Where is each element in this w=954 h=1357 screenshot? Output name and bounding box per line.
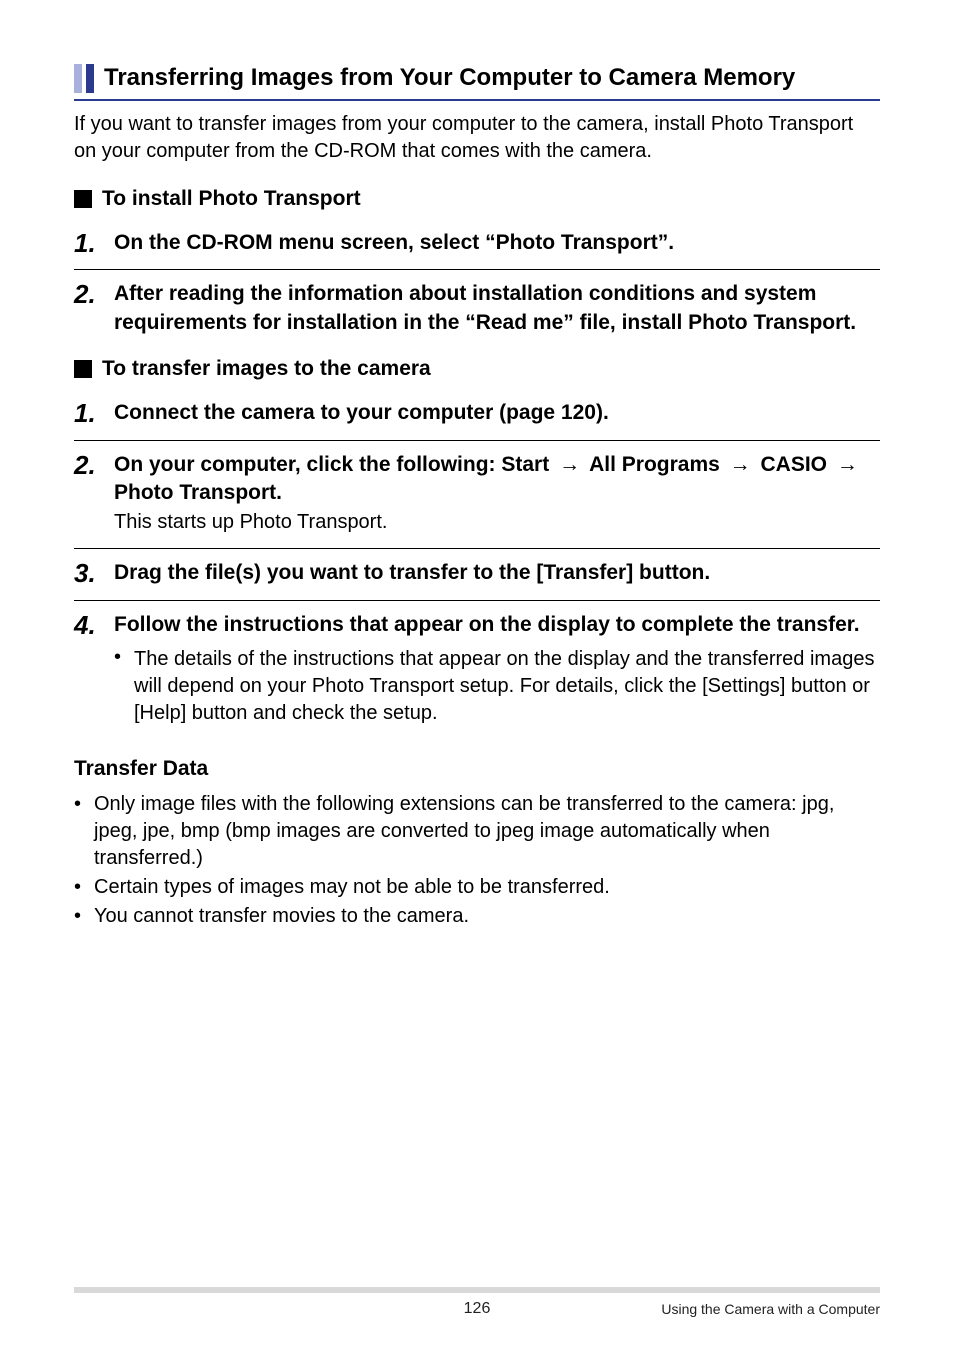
square-bullet-icon [74, 360, 92, 378]
step-title: On your computer, click the following: S… [114, 451, 880, 508]
section-title: Transferring Images from Your Computer t… [104, 64, 795, 93]
step-number: 1. [74, 229, 114, 258]
footer-rule [74, 1287, 880, 1293]
install-step-1: 1. On the CD-ROM menu screen, select “Ph… [74, 229, 880, 258]
document-page: Transferring Images from Your Computer t… [0, 0, 954, 1357]
footer-row: 126 Using the Camera with a Computer [74, 1301, 880, 1317]
step-number: 2. [74, 280, 114, 309]
step-divider [74, 269, 880, 270]
arrow-icon: → [726, 451, 755, 479]
transfer-data-heading: Transfer Data [74, 757, 880, 781]
accent-bar-dark [86, 64, 94, 93]
sub-heading-install: To install Photo Transport [74, 187, 880, 211]
transfer-data-bullet: • You cannot transfer movies to the came… [74, 903, 880, 930]
transfer-step-4: 4. Follow the instructions that appear o… [74, 611, 880, 727]
step-title-part: CASIO [755, 453, 833, 476]
transfer-step-1: 1. Connect the camera to your computer (… [74, 399, 880, 428]
bullet-dot: • [74, 791, 94, 872]
arrow-icon: → [555, 451, 584, 479]
section-heading-row: Transferring Images from Your Computer t… [74, 64, 880, 101]
transfer-data-bullet: • Certain types of images may not be abl… [74, 874, 880, 901]
step-title: Connect the camera to your computer (pag… [114, 399, 880, 427]
accent-bar-light [74, 64, 82, 93]
transfer-data-bullet: • Only image files with the following ex… [74, 791, 880, 872]
arrow-icon: → [833, 451, 862, 479]
step-description: This starts up Photo Transport. [114, 509, 880, 536]
step-sub-bullet: • The details of the instructions that a… [114, 646, 880, 727]
bullet-text: Only image files with the following exte… [94, 791, 880, 872]
step-title-part: All Programs [584, 453, 726, 476]
sub-heading-transfer: To transfer images to the camera [74, 357, 880, 381]
section-intro: If you want to transfer images from your… [74, 111, 880, 165]
bullet-dot: • [74, 903, 94, 930]
step-title-part: On your computer, click the following: S… [114, 453, 555, 476]
bullet-dot: • [74, 874, 94, 901]
footer-section-title: Using the Camera with a Computer [661, 1301, 880, 1317]
bullet-text: Certain types of images may not be able … [94, 874, 610, 901]
sub-heading-transfer-text: To transfer images to the camera [102, 357, 431, 381]
install-step-2: 2. After reading the information about i… [74, 280, 880, 337]
step-number: 1. [74, 399, 114, 428]
transfer-step-2: 2. On your computer, click the following… [74, 451, 880, 537]
heading-accent-bars [74, 64, 94, 93]
sub-bullet-text: The details of the instructions that app… [134, 646, 880, 727]
transfer-step-3: 3. Drag the file(s) you want to transfer… [74, 559, 880, 588]
step-number: 3. [74, 559, 114, 588]
step-title: Follow the instructions that appear on t… [114, 611, 880, 639]
step-title-part: Photo Transport. [114, 481, 282, 504]
sub-heading-install-text: To install Photo Transport [102, 187, 361, 211]
bullet-dot: • [114, 646, 134, 727]
step-title: On the CD-ROM menu screen, select “Photo… [114, 229, 880, 257]
square-bullet-icon [74, 190, 92, 208]
page-footer: 126 Using the Camera with a Computer [74, 1287, 880, 1317]
step-number: 4. [74, 611, 114, 640]
bullet-text: You cannot transfer movies to the camera… [94, 903, 469, 930]
step-divider [74, 600, 880, 601]
step-number: 2. [74, 451, 114, 480]
step-title: After reading the information about inst… [114, 280, 880, 337]
step-divider [74, 548, 880, 549]
step-title: Drag the file(s) you want to transfer to… [114, 559, 880, 587]
step-divider [74, 440, 880, 441]
